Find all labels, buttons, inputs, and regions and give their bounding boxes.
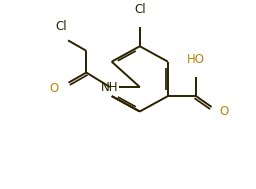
- Text: Cl: Cl: [55, 20, 67, 33]
- Text: O: O: [219, 105, 229, 118]
- Text: Cl: Cl: [134, 3, 146, 16]
- Text: O: O: [49, 82, 58, 95]
- Text: NH: NH: [101, 81, 119, 94]
- Text: HO: HO: [187, 53, 205, 66]
